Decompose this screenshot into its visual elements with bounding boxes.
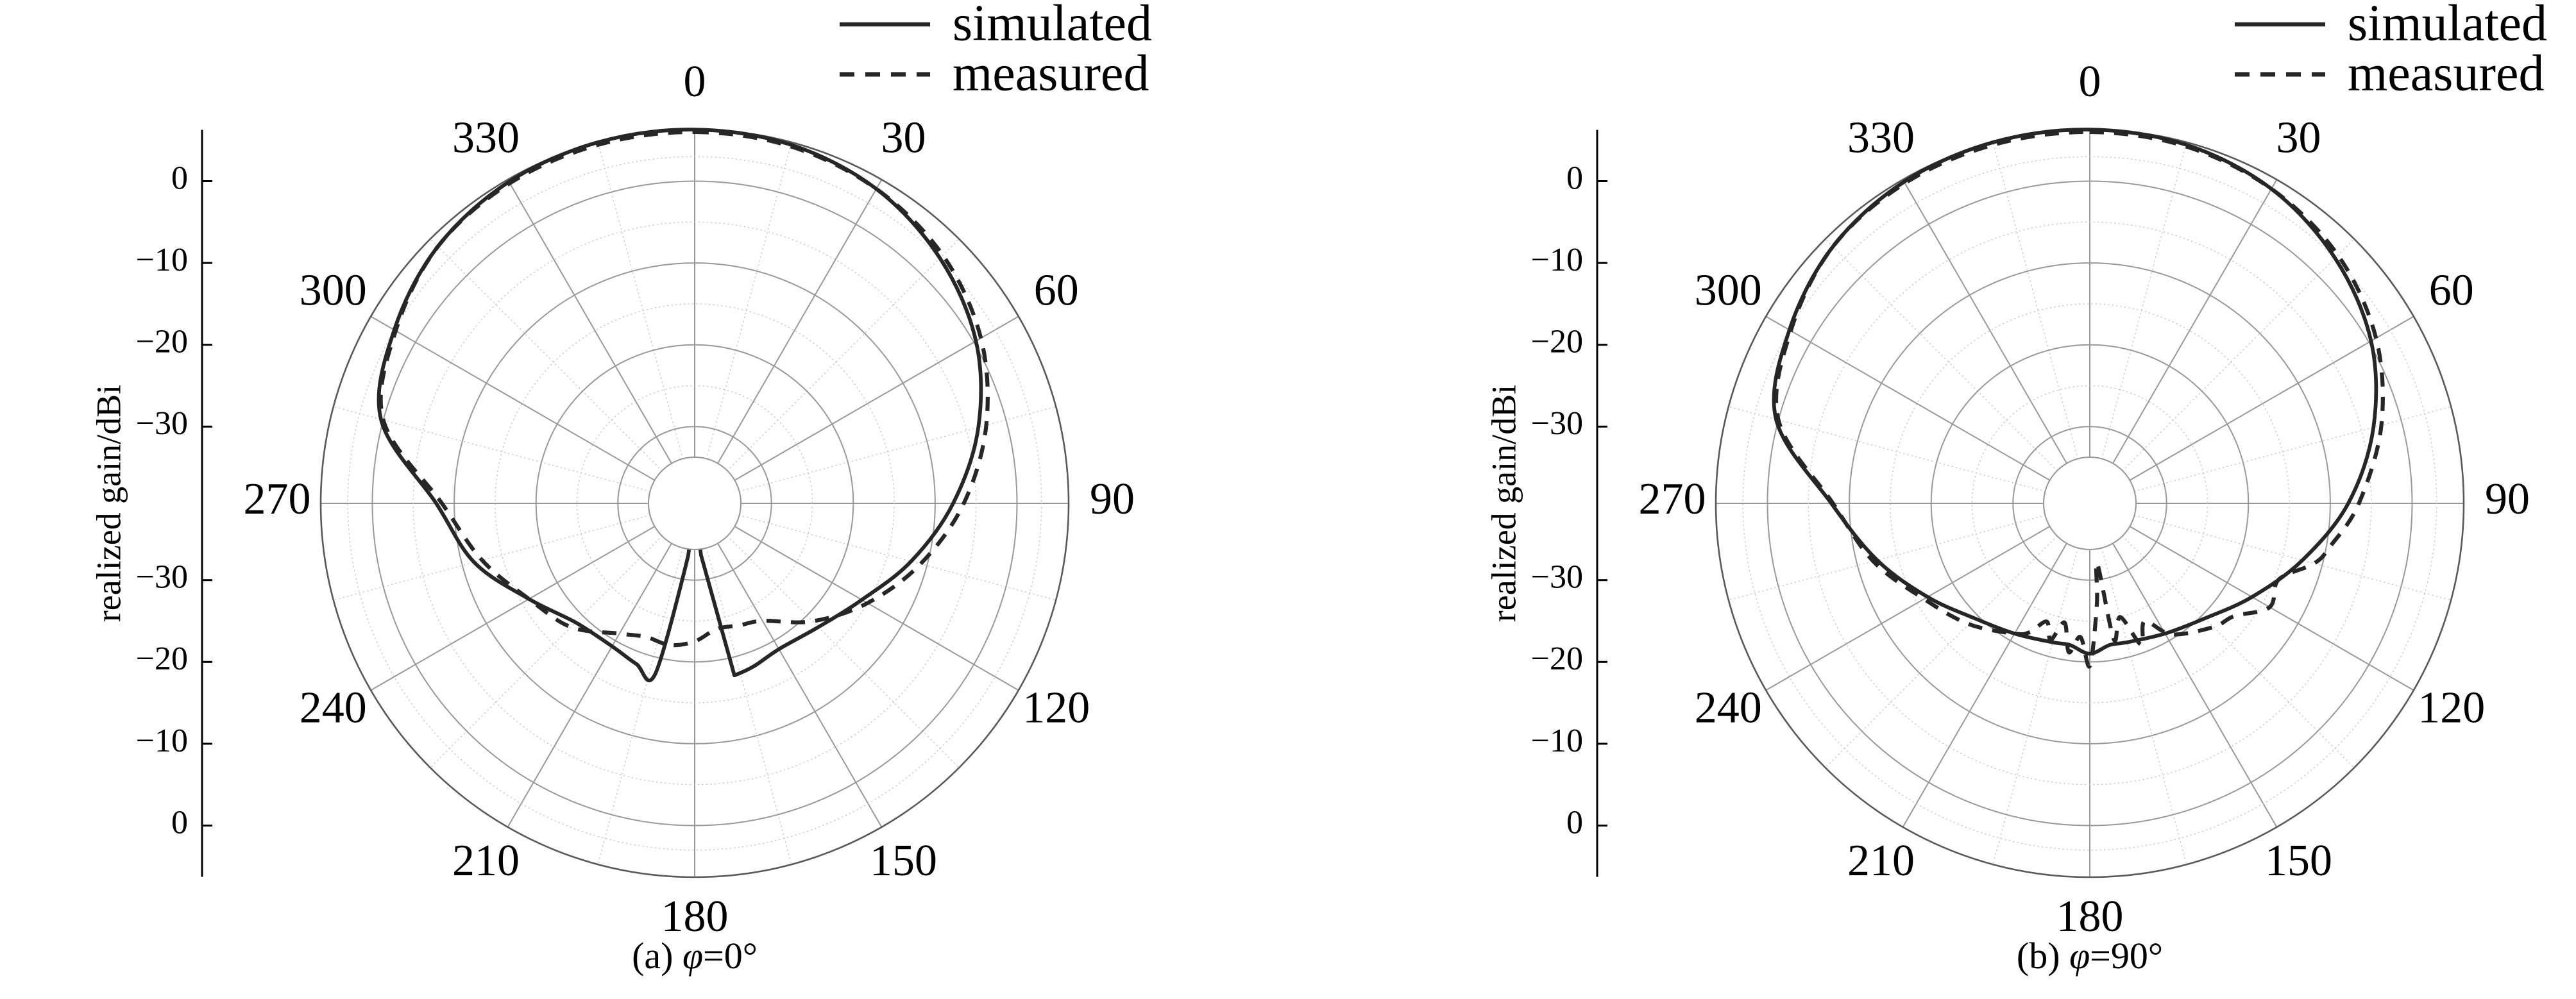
svg-text:−20: −20: [136, 641, 188, 677]
svg-text:simulated: simulated: [2348, 0, 2547, 51]
svg-text:0: 0: [684, 57, 706, 106]
svg-text:300: 300: [300, 266, 367, 315]
svg-text:180: 180: [661, 892, 729, 941]
svg-text:(b) φ=90°: (b) φ=90°: [2017, 935, 2163, 977]
svg-text:90: 90: [1090, 474, 1135, 524]
svg-text:−10: −10: [136, 242, 188, 278]
svg-text:210: 210: [452, 836, 520, 886]
svg-text:−30: −30: [136, 405, 188, 442]
svg-text:270: 270: [244, 474, 311, 524]
svg-text:0: 0: [2079, 57, 2101, 106]
svg-text:0: 0: [171, 804, 188, 841]
svg-text:measured: measured: [2348, 45, 2545, 101]
svg-text:30: 30: [2276, 113, 2321, 162]
svg-text:330: 330: [1847, 113, 1915, 162]
svg-text:−30: −30: [1531, 405, 1583, 442]
svg-text:150: 150: [870, 836, 937, 886]
svg-text:30: 30: [881, 113, 926, 162]
svg-text:120: 120: [1022, 684, 1090, 733]
svg-text:−20: −20: [136, 324, 188, 360]
svg-text:simulated: simulated: [953, 0, 1152, 51]
svg-text:−20: −20: [1531, 324, 1583, 360]
svg-text:0: 0: [171, 160, 188, 196]
svg-text:240: 240: [1695, 684, 1762, 733]
svg-text:240: 240: [300, 684, 367, 733]
svg-text:150: 150: [2265, 836, 2332, 886]
svg-text:−30: −30: [1531, 559, 1583, 596]
svg-text:270: 270: [1639, 474, 1706, 524]
svg-text:0: 0: [1566, 160, 1583, 196]
svg-text:−30: −30: [136, 559, 188, 596]
svg-text:−10: −10: [136, 723, 188, 759]
svg-text:measured: measured: [953, 45, 1149, 101]
svg-text:60: 60: [1034, 266, 1079, 315]
svg-text:210: 210: [1847, 836, 1915, 886]
svg-text:60: 60: [2429, 266, 2474, 315]
svg-text:120: 120: [2418, 684, 2485, 733]
svg-text:−20: −20: [1531, 641, 1583, 677]
svg-text:(a) φ=0°: (a) φ=0°: [632, 935, 758, 977]
svg-text:180: 180: [2056, 892, 2124, 941]
svg-text:−10: −10: [1531, 723, 1583, 759]
svg-text:330: 330: [452, 113, 520, 162]
svg-text:0: 0: [1566, 804, 1583, 841]
svg-text:90: 90: [2485, 474, 2530, 524]
svg-text:realized gain/dBi: realized gain/dBi: [1484, 385, 1523, 622]
svg-text:−10: −10: [1531, 242, 1583, 278]
svg-text:realized gain/dBi: realized gain/dBi: [89, 385, 128, 622]
svg-text:300: 300: [1695, 266, 1762, 315]
